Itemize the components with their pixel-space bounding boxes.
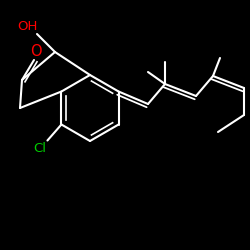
Text: Cl: Cl bbox=[33, 142, 46, 155]
Text: O: O bbox=[30, 44, 42, 60]
Text: OH: OH bbox=[17, 20, 37, 32]
